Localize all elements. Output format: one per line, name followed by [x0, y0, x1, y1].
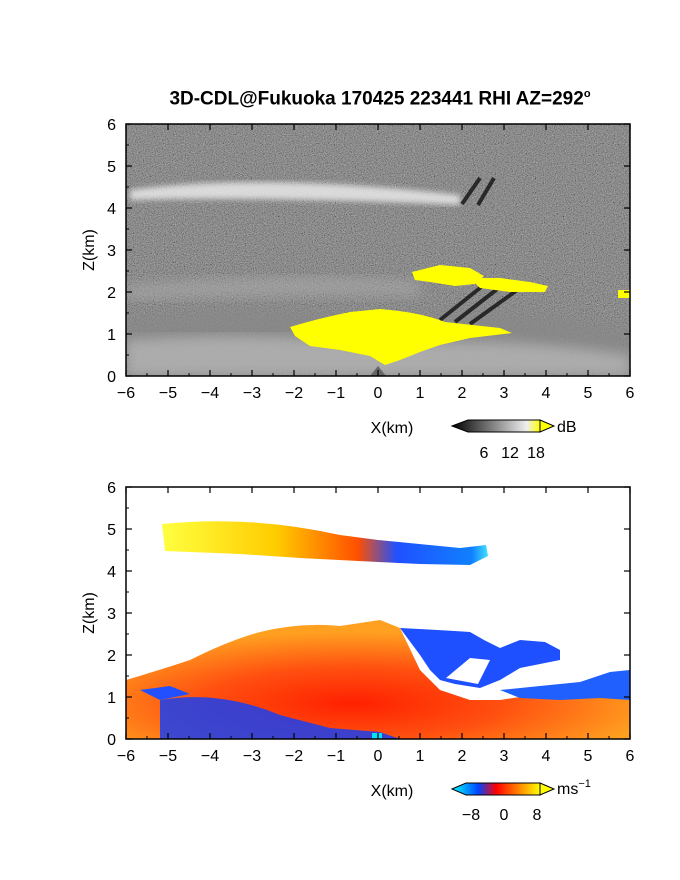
saturated-region-lower [290, 309, 512, 365]
velocity-xtick-label: 2 [458, 748, 467, 765]
velocity-xtick-label: 3 [500, 748, 509, 765]
colorbar-backscatter-unit: dB [557, 419, 577, 436]
velocity-xtick-label: −5 [159, 748, 177, 765]
backscatter-xtick-label: −1 [327, 385, 345, 402]
backscatter-xtick-label: 1 [416, 385, 425, 402]
upper-velocity-layer [162, 521, 488, 565]
velocity-xtick-label: −2 [285, 748, 303, 765]
colorbar-backscatter-arrow [539, 419, 556, 433]
backscatter-ytick-label: 5 [107, 159, 116, 176]
degree-symbol: o [583, 88, 591, 100]
backscatter-panel [126, 124, 630, 376]
colorbar-velocity-unit: ms−1 [557, 778, 591, 798]
colorbar-velocity: ms−1 −8 0 8 [450, 778, 591, 824]
backscatter-xtick-label: −2 [285, 385, 303, 402]
saturated-region-edge [618, 290, 630, 298]
colorbar-velocity-ticks: −8 0 8 [462, 807, 542, 824]
colorbar-backscatter-tick-label: 6 [480, 445, 489, 462]
backscatter-ytick-label: 4 [107, 201, 116, 218]
mid-layer [126, 276, 420, 300]
velocity-ytick-label: 1 [107, 690, 116, 707]
colorbar-backscatter-tick-label: 18 [527, 445, 545, 462]
saturated-region-upper-a [412, 265, 484, 286]
velocity-ytick-label: 3 [107, 606, 116, 623]
velocity-xtick-label: 6 [626, 748, 635, 765]
velocity-ytick-label: 5 [107, 522, 116, 539]
colorbar-velocity-tick-label: −8 [462, 807, 480, 824]
backscatter-ytick-label: 1 [107, 327, 116, 344]
backscatter-xtick-label: −4 [201, 385, 219, 402]
velocity-xtick-label: −1 [327, 748, 345, 765]
velocity-xtick-label: 5 [584, 748, 593, 765]
backscatter-ytick-label: 0 [107, 369, 116, 386]
velocity-ylabel: Z(km) [81, 592, 98, 634]
velocity-xtick-label: −3 [243, 748, 261, 765]
colorbar-velocity-tick-label: 8 [533, 807, 542, 824]
lower-negative-region-b [500, 670, 630, 700]
chart-title-text: 3D-CDL@Fukuoka 170425 223441 RHI AZ=292 [169, 88, 584, 110]
velocity-xtick-label: 1 [416, 748, 425, 765]
velocity-xtick-label: −4 [201, 748, 219, 765]
velocity-xlabel: X(km) [371, 783, 414, 800]
colorbar-velocity-unit-exp: −1 [578, 778, 591, 790]
shadow-streaks [438, 176, 522, 326]
near-ground-negative [160, 697, 400, 739]
velocity-xtick-label: 0 [374, 748, 383, 765]
backscatter-ytick-label: 2 [107, 285, 116, 302]
colorbar-velocity-unit-base: ms [557, 781, 578, 798]
backscatter-xtick-label: 2 [458, 385, 467, 402]
aerosol-layer [130, 182, 460, 205]
backscatter-xtick-label: −6 [117, 385, 135, 402]
velocity-ytick-label: 4 [107, 564, 116, 581]
velocity-xtick-label: −6 [117, 748, 135, 765]
velocity-xtick-label: 4 [542, 748, 551, 765]
left-negative-patch [140, 686, 190, 700]
backscatter-xtick-label: −5 [159, 385, 177, 402]
backscatter-xtick-label: 6 [626, 385, 635, 402]
backscatter-xtick-label: 3 [500, 385, 509, 402]
colorbar-backscatter-ticks: 6 12 18 [480, 445, 545, 462]
backscatter-ytick-label: 6 [107, 117, 116, 134]
colorbar-backscatter-bar [450, 419, 541, 433]
velocity-ytick-label: 6 [107, 480, 116, 497]
colorbar-velocity-arrow [539, 782, 556, 796]
backscatter-ylabel: Z(km) [81, 229, 98, 271]
backscatter-xtick-label: 4 [542, 385, 551, 402]
velocity-ytick-label: 2 [107, 648, 116, 665]
backscatter-xtick-label: 0 [374, 385, 383, 402]
colorbar-backscatter: dB 6 12 18 [450, 419, 577, 462]
chart-title: 3D-CDL@Fukuoka 170425 223441 RHI AZ=292o [0, 88, 680, 110]
backscatter-xtick-label: 5 [584, 385, 593, 402]
backscatter-xtick-label: −3 [243, 385, 261, 402]
backscatter-ytick-label: 3 [107, 243, 116, 260]
backscatter-xlabel: X(km) [371, 420, 414, 437]
colorbar-velocity-bar [450, 782, 541, 796]
colorbar-backscatter-tick-label: 12 [501, 445, 519, 462]
velocity-panel [126, 487, 630, 739]
saturated-region-upper-b [470, 278, 548, 292]
velocity-ytick-label: 0 [107, 732, 116, 749]
velocity-gap [446, 658, 490, 684]
radar-marker-velocity [372, 733, 382, 739]
colorbar-velocity-tick-label: 0 [500, 807, 509, 824]
lower-negative-region-a [400, 628, 560, 688]
